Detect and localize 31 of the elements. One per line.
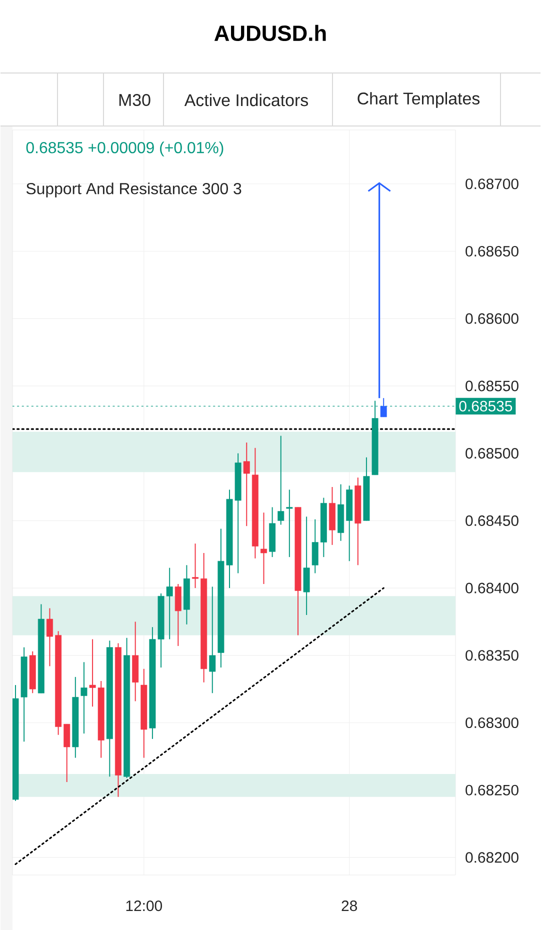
y-tick-label: 0.68200 xyxy=(466,852,518,863)
y-tick-label: 0.68300 xyxy=(466,717,518,728)
annotation: 0.68535 +0.00009 (+0.01%) xyxy=(26,142,224,156)
y-tick-label: 0.68650 xyxy=(466,246,518,257)
candlestick xyxy=(380,398,387,418)
annotation: Support And Resistance 300 3 xyxy=(26,182,242,198)
candlestick xyxy=(243,442,250,527)
text: M30 xyxy=(119,94,150,106)
y-tick-label: 0.68400 xyxy=(466,582,518,594)
ref-line-label: 0.68535 xyxy=(459,400,512,412)
candlestick xyxy=(192,543,198,589)
candlestick xyxy=(64,724,70,783)
y-tick-label: 0.68550 xyxy=(466,380,518,392)
text: Chart Templates xyxy=(358,92,480,108)
candlestick xyxy=(260,512,267,584)
y-tick-label: 0.68500 xyxy=(466,448,518,459)
x-tick-label: 12:00 xyxy=(126,900,162,912)
chart-title: AUDUSD.h xyxy=(214,24,326,42)
y-tick-label: 0.68600 xyxy=(466,313,518,324)
candlestick xyxy=(80,662,88,734)
text: Active Indicators xyxy=(184,94,308,106)
candlestick xyxy=(312,518,318,574)
y-tick-label: 0.68250 xyxy=(466,784,518,796)
y-tick-label: 0.68450 xyxy=(466,515,518,526)
candlestick xyxy=(209,586,216,694)
y-tick-label: 0.68700 xyxy=(466,178,518,190)
candlestick xyxy=(286,489,293,558)
candlestick xyxy=(278,435,284,526)
y-tick-label: 0.68350 xyxy=(466,650,518,661)
candlestick xyxy=(46,608,53,667)
x-tick-label: 28 xyxy=(342,900,358,912)
